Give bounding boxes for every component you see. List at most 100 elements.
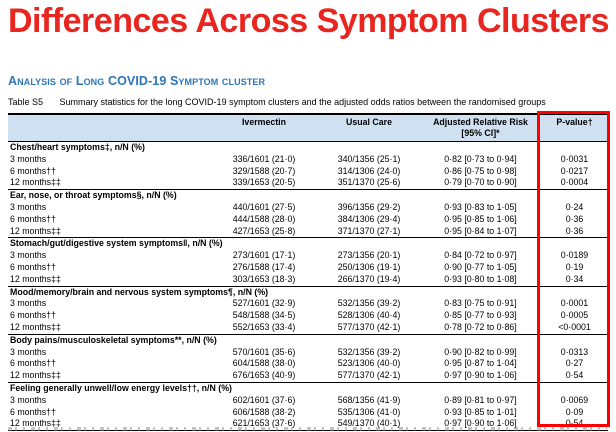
p-value: 0·0001 xyxy=(560,298,589,309)
row-label: 6 months†† xyxy=(10,213,56,224)
adjusted-relative-risk-value: 0·78 [0·72 to 0·86] xyxy=(444,321,517,332)
section-label-row: Chest/heart symptoms‡, n/N (%) xyxy=(8,140,608,154)
section-label: Feeling generally unwell/low energy leve… xyxy=(8,381,608,395)
ivermectin-value: 276/1588 (17·4) xyxy=(232,261,296,272)
section-label-row: Ear, nose, or throat symptoms§, n/N (%) xyxy=(8,189,608,202)
ivermectin-value: 440/1601 (27·5) xyxy=(232,201,296,212)
usual-care-value: 535/1306 (41·0) xyxy=(337,406,401,417)
table-row: 6 months†† 604/1588 (38·0) 523/1306 (40·0)… xyxy=(8,358,608,370)
p-value: 0·19 xyxy=(565,261,584,272)
usual-care-value: 568/1356 (41·9) xyxy=(337,394,401,405)
usual-care-value: 371/1370 (27·1) xyxy=(337,225,401,236)
row-label: 3 months xyxy=(10,250,47,261)
p-value: 0·0069 xyxy=(560,394,589,405)
adjusted-relative-risk-value: 0·95 [0·85 to 1·06] xyxy=(444,213,517,224)
col-header-empty xyxy=(8,113,210,142)
ivermectin-value: 329/1588 (20·7) xyxy=(232,165,296,176)
ivermectin-value: 303/1653 (18·3) xyxy=(232,273,296,284)
adjusted-relative-risk-value: 0·82 [0·73 to 0·94] xyxy=(444,153,517,164)
ivermectin-value: 676/1653 (40·9) xyxy=(232,370,296,381)
col-header-pvalue: P-value† xyxy=(541,113,608,142)
p-value: 0·36 xyxy=(565,225,584,236)
table-row: 12 months‡‡ 303/1653 (18·3) 266/1370 (19·4… xyxy=(8,274,608,286)
table-row: 3 months 570/1601 (35·6) 532/1356 (39·2) 0·… xyxy=(8,347,608,359)
table-row: 6 months†† 444/1588 (28·0) 384/1306 (29·4)… xyxy=(8,214,608,226)
section-label-row: Stomach/gut/digestive system symptoms‖, … xyxy=(8,237,608,251)
adjusted-relative-risk-value: 0·90 [0·77 to 1·05] xyxy=(444,261,517,272)
p-value: 0·34 xyxy=(565,273,584,284)
usual-care-value: 340/1356 (25·1) xyxy=(337,153,401,164)
p-value: 0·54 xyxy=(565,370,584,381)
p-value: 0·0189 xyxy=(560,250,589,261)
row-label: 12 months‡‡ xyxy=(10,273,61,284)
usual-care-value: 396/1356 (29·2) xyxy=(337,201,401,212)
p-value: 0·27 xyxy=(565,358,584,369)
ivermectin-value: 570/1601 (35·6) xyxy=(232,346,296,357)
ivermectin-value: 604/1588 (38·0) xyxy=(232,358,296,369)
ivermectin-value: 444/1588 (28·0) xyxy=(232,213,296,224)
table-caption-text: Summary statistics for the long COVID-19… xyxy=(59,97,546,107)
adjusted-relative-risk-value: 0·79 [0·70 to 0·90] xyxy=(444,177,517,188)
row-label: 3 months xyxy=(10,201,47,212)
usual-care-value: 266/1370 (19·4) xyxy=(337,273,401,284)
row-label: 3 months xyxy=(10,394,47,405)
p-value: 0·24 xyxy=(565,201,584,212)
row-label: 6 months†† xyxy=(10,310,56,321)
table-row: 3 months 273/1601 (17·1) 273/1356 (20·1) 0·… xyxy=(8,250,608,262)
section-label: Stomach/gut/digestive system symptoms‖, … xyxy=(8,237,608,251)
section-label: Ear, nose, or throat symptoms§, n/N (%) xyxy=(8,189,608,202)
adjusted-relative-risk-value: 0·89 [0·81 to 0·97] xyxy=(444,394,517,405)
table-header-row: Ivermectin Usual Care Adjusted Relative … xyxy=(8,113,608,142)
page-title: Differences Across Symptom Clusters xyxy=(8,2,610,40)
ivermectin-value: 606/1588 (38·2) xyxy=(232,406,296,417)
table-row: 12 months‡‡ 676/1653 (40·9) 577/1370 (42·1… xyxy=(8,370,608,382)
usual-care-value: 250/1306 (19·1) xyxy=(337,261,401,272)
adjusted-relative-risk-value: 0·86 [0·75 to 0·98] xyxy=(444,165,517,176)
adjusted-relative-risk-value: 0·84 [0·72 to 0·97] xyxy=(444,250,517,261)
table-row: 12 months‡‡ 552/1653 (33·4) 577/1370 (42·1… xyxy=(8,322,608,334)
adjusted-relative-risk-value: 0·85 [0·77 to 0·93] xyxy=(444,310,517,321)
adjusted-relative-risk-value: 0·93 [0·85 to 1·01] xyxy=(444,406,517,417)
usual-care-value: 577/1370 (42·1) xyxy=(337,321,401,332)
adjusted-relative-risk-value: 0·83 [0·75 to 0·91] xyxy=(444,298,517,309)
table-row: 6 months†† 606/1588 (38·2) 535/1306 (41·0)… xyxy=(8,407,608,419)
section-label: Mood/memory/brain and nervous system sym… xyxy=(8,285,608,299)
table-row: 6 months†† 276/1588 (17·4) 250/1306 (19·1)… xyxy=(8,262,608,274)
table-row: 3 months 440/1601 (27·5) 396/1356 (29·2) 0·… xyxy=(8,202,608,214)
section-heading: Analysis of Long COVID-19 Symptom cluste… xyxy=(8,74,266,88)
p-value: <0·0001 xyxy=(558,321,591,332)
ivermectin-value: 552/1653 (33·4) xyxy=(232,321,296,332)
adjusted-relative-risk-value: 0·93 [0·80 to 1·08] xyxy=(444,273,517,284)
table-row: 6 months†† 329/1588 (20·7) 314/1306 (24·0)… xyxy=(8,166,608,178)
section-label-row: Mood/memory/brain and nervous system sym… xyxy=(8,285,608,299)
ivermectin-value: 602/1601 (37·6) xyxy=(232,394,296,405)
p-value: 0·0005 xyxy=(560,310,589,321)
usual-care-value: 314/1306 (24·0) xyxy=(337,165,401,176)
row-label: 3 months xyxy=(10,298,47,309)
usual-care-value: 532/1356 (39·2) xyxy=(337,346,401,357)
section-label-row: Body pains/musculoskeletal symptoms**, n… xyxy=(8,333,608,347)
adjusted-relative-risk-value: 0·95 [0·87 to 1·04] xyxy=(444,358,517,369)
table-row: 3 months 602/1601 (37·6) 568/1356 (41·9) 0·… xyxy=(8,395,608,407)
ivermectin-value: 548/1588 (34·5) xyxy=(232,310,296,321)
p-value: 0·36 xyxy=(565,213,584,224)
row-label: 12 months‡‡ xyxy=(10,370,61,381)
row-label: 3 months xyxy=(10,153,47,164)
row-label: 12 months‡‡ xyxy=(10,321,61,332)
ivermectin-value: 527/1601 (32·9) xyxy=(232,298,296,309)
usual-care-value: 532/1356 (39·2) xyxy=(337,298,401,309)
table-row: 12 months‡‡ 427/1653 (25·8) 371/1370 (27·1… xyxy=(8,226,608,238)
section-label-row: Feeling generally unwell/low energy leve… xyxy=(8,381,608,395)
ivermectin-value: 336/1601 (21·0) xyxy=(232,153,296,164)
p-value: 0·0313 xyxy=(560,346,589,357)
row-label: 12 months‡‡ xyxy=(10,177,61,188)
p-value: 0·0004 xyxy=(560,177,589,188)
usual-care-value: 384/1306 (29·4) xyxy=(337,213,401,224)
table-row: 3 months 336/1601 (21·0) 340/1356 (25·1) 0·… xyxy=(8,154,608,166)
adjusted-relative-risk-value: 0·90 [0·82 to 0·99] xyxy=(444,346,517,357)
section-label: Body pains/musculoskeletal symptoms**, n… xyxy=(8,333,608,347)
section-label: Chest/heart symptoms‡, n/N (%) xyxy=(8,140,608,154)
col-header-usual-care: Usual Care xyxy=(318,113,420,142)
adjusted-relative-risk-value: 0·95 [0·84 to 1·07] xyxy=(444,225,517,236)
row-label: 6 months†† xyxy=(10,406,56,417)
